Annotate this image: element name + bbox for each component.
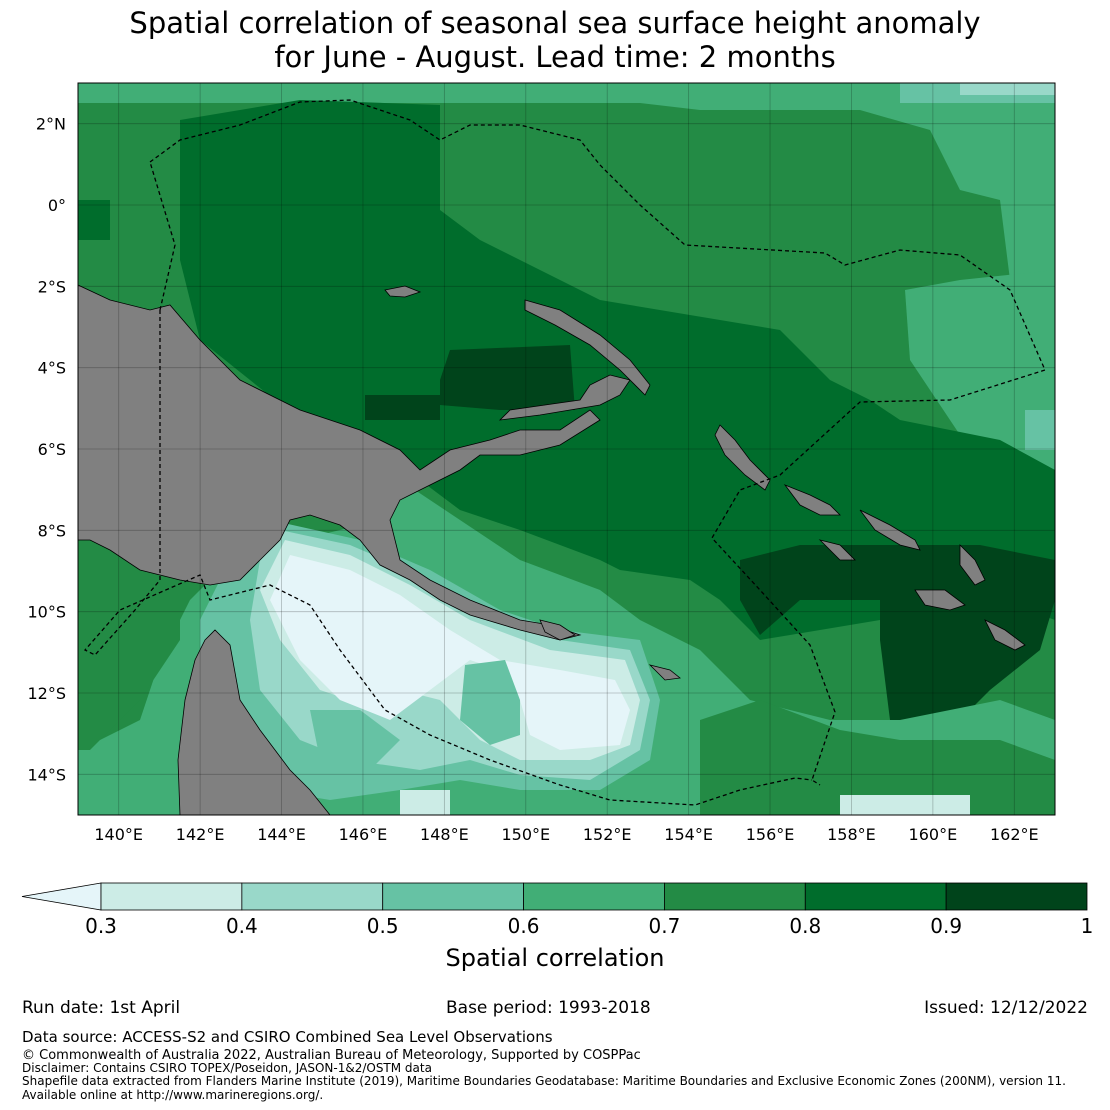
longitude-tick-label: 158°E: [827, 825, 876, 844]
colorbar-bin: [804, 882, 947, 911]
disclaimer: Disclaimer: Contains CSIRO TOPEX/Poseido…: [22, 1061, 432, 1075]
milne-bay-islands: [539, 619, 576, 641]
colorbar-bin: [945, 882, 1088, 911]
colorbar-tick-label: 0.9: [930, 914, 962, 938]
eez-boundaries: [83, 99, 1046, 806]
field-coral-sea-lightest: [270, 555, 630, 750]
solomon-islands-4: [959, 544, 986, 586]
colorbar-tick-label: 0.6: [508, 914, 540, 938]
colorbar-extend-min: [21, 882, 102, 911]
map-title: Spatial correlation of seasonal sea surf…: [0, 6, 1110, 74]
colorbar-bin: [664, 882, 806, 911]
cape-york-australia: [177, 629, 331, 815]
colorbar-tick-label: 0.8: [789, 914, 821, 938]
field-south-light-strip: [840, 795, 970, 815]
latitude-tick-labels: 2°N 0° 2°S 4°S 6°S 8°S 10°S 12°S 14°S: [27, 115, 66, 785]
field-coral-sea-inner-south: [310, 710, 400, 770]
colorbar-tick-label: 0.7: [649, 914, 681, 938]
longitude-tick-label: 160°E: [909, 825, 958, 844]
longitude-tick-label: 156°E: [746, 825, 795, 844]
base-period: Base period: 1993-2018: [446, 998, 651, 1018]
latitude-tick-label: 4°S: [38, 359, 66, 378]
field-northeast-light-2: [960, 83, 1055, 95]
colorbar-bin: [523, 882, 665, 911]
longitude-tick-label: 148°E: [420, 825, 469, 844]
field-southwest-dark: [78, 540, 180, 750]
data-source: Data source: ACCESS-S2 and CSIRO Combine…: [22, 1028, 553, 1046]
longitude-tick-labels: 140°E 142°E 144°E 146°E 148°E 150°E 152°E 154°E…: [94, 825, 1038, 844]
map-frame: [77, 82, 1056, 816]
colorbar-tick-label: 0.5: [367, 914, 399, 938]
longitude-tick-label: 152°E: [583, 825, 632, 844]
field-coral-sea-inner-mid: [460, 660, 520, 745]
bougainville: [714, 424, 771, 491]
marineregions-link[interactable]: Available online at http://www.marinereg…: [22, 1088, 324, 1102]
latitude-tick-label: 6°S: [38, 440, 66, 459]
field-darkest-west: [365, 395, 440, 420]
new-ireland: [524, 299, 651, 396]
new-britain: [498, 374, 631, 421]
issued-date: Issued: 12/12/2022: [924, 998, 1088, 1018]
field-south-mid: [700, 700, 1055, 815]
solomon-islands-5: [984, 619, 1026, 651]
field-east-lighter: [1025, 410, 1055, 450]
field-darkest-east: [740, 545, 1055, 720]
longitude-tick-label: 146°E: [339, 825, 388, 844]
shapefile-credit: Shapefile data extracted from Flanders M…: [22, 1074, 1066, 1088]
colorbar-tick-label: 1: [1081, 914, 1094, 938]
longitude-tick-label: 144°E: [257, 825, 306, 844]
field-north-band-2: [440, 103, 1055, 280]
solomon-islands-6: [818, 539, 856, 561]
latitude-tick-label: 12°S: [27, 684, 66, 703]
latitude-tick-label: 0°: [48, 196, 66, 215]
run-date: Run date: 1st April: [22, 998, 181, 1018]
eez-png-boundary: [149, 99, 1046, 786]
field-west-dark: [78, 200, 110, 240]
longitude-tick-label: 140°E: [94, 825, 143, 844]
colorbar-bin: [241, 882, 384, 911]
louisiade-archipelago: [648, 664, 681, 681]
colorbar-label: Spatial correlation: [445, 944, 664, 972]
colorbar-bin: [382, 882, 524, 911]
colorbar-tick-label: 0.4: [226, 914, 258, 938]
latitude-tick-label: 10°S: [27, 603, 66, 622]
title-line-2: for June - August. Lead time: 2 months: [274, 40, 836, 74]
eez-solomon-boundary: [149, 161, 176, 311]
latitude-tick-label: 8°S: [38, 521, 66, 540]
manus-island: [384, 285, 422, 298]
longitude-tick-label: 162°E: [990, 825, 1039, 844]
colorbar-bin: [100, 882, 243, 911]
solomon-islands-2: [859, 509, 921, 551]
colorbar-tick-label: 0.3: [85, 914, 117, 938]
field-central-dark: [180, 100, 1055, 640]
field-south-light-strip-2: [400, 790, 450, 815]
new-guinea: [78, 284, 601, 641]
longitude-tick-label: 150°E: [501, 825, 550, 844]
solomon-islands-1: [783, 484, 841, 516]
colorbar: 0.3 0.4 0.5 0.6 0.7 0.8 0.9 1: [21, 882, 1094, 938]
field-darkest-center: [440, 345, 575, 410]
graticule-lines: [78, 83, 1055, 815]
latitude-tick-label: 14°S: [27, 765, 66, 784]
copyright: © Commonwealth of Australia 2022, Austra…: [22, 1048, 641, 1063]
longitude-tick-label: 154°E: [664, 825, 713, 844]
latitude-tick-label: 2°N: [36, 115, 66, 134]
field-north-band: [78, 83, 1055, 103]
solomon-islands-3: [914, 589, 966, 611]
longitude-tick-label: 142°E: [176, 825, 225, 844]
title-line-1: Spatial correlation of seasonal sea surf…: [129, 6, 981, 40]
eez-southwest-boundary: [83, 310, 813, 806]
field-east-light: [905, 270, 1055, 490]
land-masses: [78, 284, 1026, 815]
latitude-tick-label: 2°S: [38, 277, 66, 296]
